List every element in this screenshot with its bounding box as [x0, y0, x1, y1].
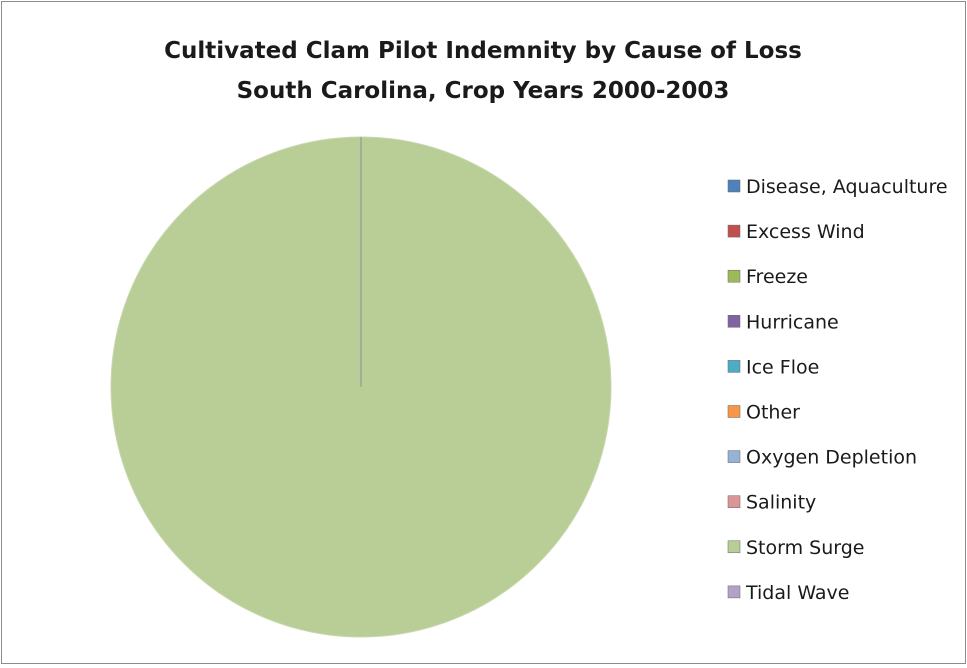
legend-item-other: Other [727, 402, 800, 424]
legend-swatch [727, 179, 741, 193]
legend-swatch [727, 315, 741, 328]
legend-item-tidal-wave: Tidal Wave [727, 582, 849, 604]
legend: Disease, Aquaculture Excess Wind Freeze Hur… [727, 176, 948, 604]
legend-label: Disease, Aquaculture [746, 176, 948, 198]
legend-item-ice-floe: Ice Floe [727, 356, 819, 378]
legend-label: Ice Floe [746, 356, 819, 378]
pie-slices [110, 136, 612, 638]
legend-swatch [727, 495, 741, 508]
legend-label: Other [746, 402, 800, 424]
legend-item-freeze: Freeze [727, 266, 808, 288]
legend-item-storm-surge: Storm Surge [727, 537, 865, 559]
legend-item-disease-aquaculture: Disease, Aquaculture [727, 176, 948, 198]
legend-swatch [727, 405, 741, 418]
legend-label: Storm Surge [746, 537, 865, 559]
legend-item-excess-wind: Excess Wind [727, 221, 865, 243]
legend-label: Hurricane [746, 311, 839, 333]
legend-swatch [727, 269, 741, 283]
legend-swatch [727, 450, 741, 463]
legend-swatch [727, 540, 741, 554]
legend-swatch [727, 585, 741, 599]
legend-label: Freeze [746, 266, 808, 288]
legend-item-salinity: Salinity [727, 492, 816, 514]
legend-swatch [727, 224, 741, 238]
legend-label: Salinity [746, 492, 816, 514]
legend-swatch [727, 360, 741, 373]
legend-label: Tidal Wave [745, 582, 849, 604]
chart-subtitle: South Carolina, Crop Years 2000-2003 [237, 78, 730, 104]
legend-item-hurricane: Hurricane [727, 311, 839, 333]
chart-title: Cultivated Clam Pilot Indemnity by Cause… [164, 38, 802, 64]
legend-item-oxygen-depletion: Oxygen Depletion [727, 447, 917, 469]
legend-label: Oxygen Depletion [746, 447, 917, 469]
legend-label: Excess Wind [746, 221, 865, 243]
